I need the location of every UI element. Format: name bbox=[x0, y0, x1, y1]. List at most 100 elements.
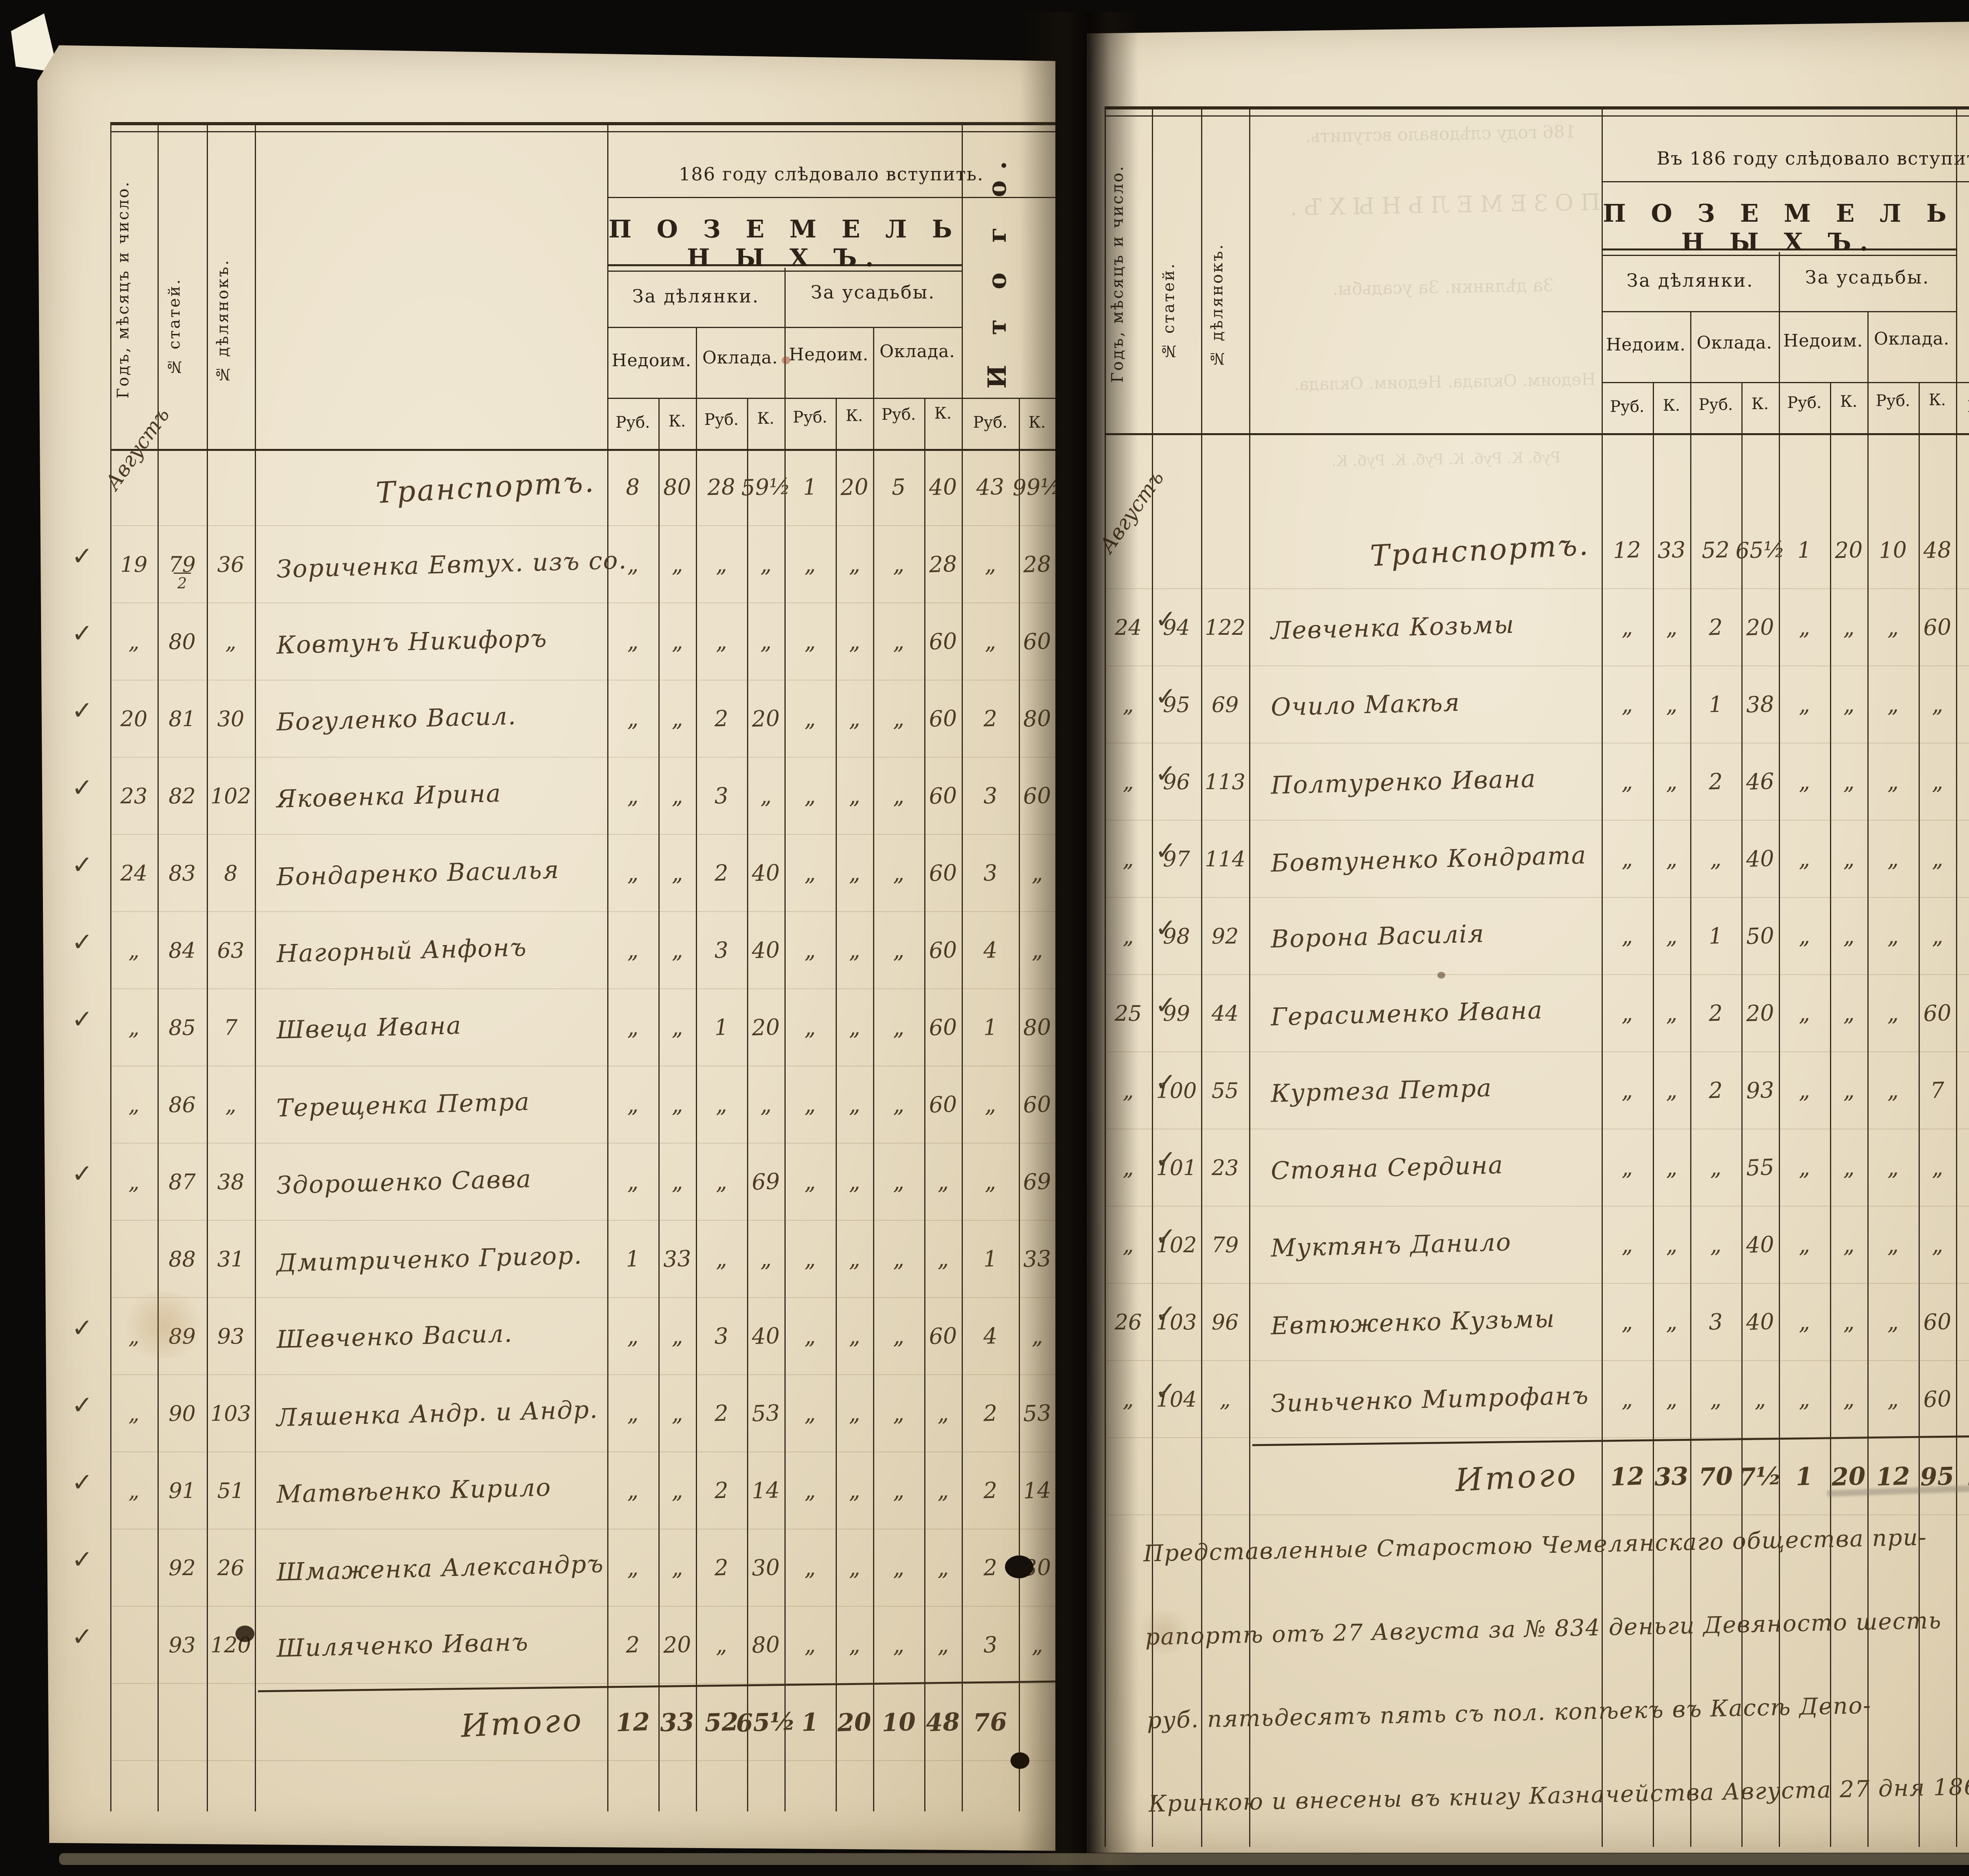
cell-plot: 55 bbox=[1201, 1052, 1249, 1129]
cell-value: 33 bbox=[1654, 1461, 1689, 1491]
cell-value: „ bbox=[1887, 1386, 1899, 1412]
cell-value: „ bbox=[984, 628, 997, 654]
table-row: ✓ „ 90 103 Ляшенка Андр. и Андр. „ „ 2 53… bbox=[72, 1375, 1055, 1452]
cell-value: 69 bbox=[751, 1168, 781, 1195]
cell-value: „ bbox=[1621, 1077, 1633, 1103]
cell-value: „ bbox=[1665, 1155, 1678, 1181]
day-value: 25 bbox=[1114, 1001, 1142, 1026]
transport-label: Транспортъ. bbox=[375, 465, 596, 510]
rule bbox=[1105, 115, 1969, 117]
cell-value: „ bbox=[892, 1092, 905, 1118]
rule bbox=[1653, 382, 1654, 1847]
day-value: 19 bbox=[120, 552, 148, 577]
cell-day: ✓ „ bbox=[72, 989, 158, 1066]
cell-value: „ bbox=[848, 628, 861, 654]
article-number: 88 bbox=[169, 1246, 196, 1272]
cell-value: 40 bbox=[1745, 1231, 1775, 1258]
cell-value: 80 bbox=[751, 1631, 781, 1658]
cell-value: 1 bbox=[714, 1014, 729, 1041]
rule bbox=[1830, 382, 1831, 1847]
taxpayer-name: Дмитриченко Григор. bbox=[276, 1240, 583, 1277]
rule bbox=[158, 122, 159, 1811]
cell-value: „ bbox=[1842, 846, 1855, 872]
day-value: 24 bbox=[120, 860, 148, 886]
cell-value: „ bbox=[892, 937, 905, 963]
cell-value: 40 bbox=[1745, 1309, 1775, 1335]
taxpayer-name: Полтуренко Ивана bbox=[1270, 764, 1537, 800]
cell-article: 88 bbox=[158, 1221, 207, 1298]
plot-number: 79 bbox=[1211, 1232, 1239, 1257]
taxpayer-name: Герасименко Ивана bbox=[1270, 995, 1543, 1031]
check-mark-icon: ✓ bbox=[72, 1468, 93, 1497]
taxpayer-name: Здорошенко Савва bbox=[276, 1164, 532, 1199]
header-title: П О З Е М Е Л Ь Н Ы Х Ъ. bbox=[608, 215, 960, 272]
cell-value: 10 bbox=[1878, 537, 1908, 564]
cell-value: 60 bbox=[1923, 1000, 1952, 1027]
cell-article: 98 bbox=[1152, 898, 1201, 975]
cell-value: „ bbox=[627, 1169, 639, 1195]
rule bbox=[1602, 248, 1956, 250]
cell-value: „ bbox=[1931, 691, 1944, 717]
cell-value: „ bbox=[671, 1169, 684, 1195]
cell-value: „ bbox=[804, 1246, 816, 1272]
cell-value: „ bbox=[671, 1555, 684, 1581]
cell-day: ✓ 24 bbox=[1105, 589, 1176, 666]
cell-value: „ bbox=[804, 1092, 816, 1118]
article-number: 86 bbox=[169, 1092, 196, 1117]
cell-value: 30 bbox=[1022, 1554, 1052, 1581]
cell-value: „ bbox=[1621, 1155, 1633, 1181]
cell-value: „ bbox=[804, 860, 816, 886]
cell-value: 2 bbox=[714, 705, 729, 732]
table-row: ✓ 93 120 Шиляченко Иванъ 2 20 „ 80 „ „ „… bbox=[72, 1607, 1055, 1684]
closing-note: Представленные Старостою Чемелянскаго об… bbox=[1142, 1493, 1969, 1846]
cell-article: 97 bbox=[1152, 821, 1201, 898]
taxpayer-name: Швеца Ивана bbox=[276, 1010, 462, 1044]
cell-value: „ bbox=[1709, 1386, 1722, 1412]
cell-value: „ bbox=[715, 551, 728, 577]
header-kop: К. bbox=[1663, 397, 1680, 415]
cell-value: 2 bbox=[714, 1554, 729, 1581]
table-row: ✓ „ 91 51 Матвѣенко Кирило „ „ 2 14 „ „ „… bbox=[72, 1452, 1055, 1529]
cell-value: 53 bbox=[1022, 1400, 1052, 1427]
table-body: Августъ Транспортъ. 8 80 28 59½ 1 20 5 4… bbox=[72, 404, 1055, 1761]
cell-value: „ bbox=[1621, 614, 1633, 640]
rule bbox=[1956, 106, 1957, 1847]
cell-value: 80 bbox=[662, 474, 692, 501]
cell-value: „ bbox=[1842, 1155, 1855, 1181]
cell-value: „ bbox=[1842, 923, 1855, 949]
rule bbox=[1105, 106, 1969, 109]
rule bbox=[658, 398, 660, 1811]
plot-number: 92 bbox=[1211, 923, 1239, 949]
cell-plot: 113 bbox=[1201, 743, 1249, 821]
header-rub: Руб. bbox=[793, 408, 827, 426]
cell-value: „ bbox=[1887, 1000, 1899, 1026]
cell-value: 20 bbox=[840, 474, 869, 501]
cell-value: 46 bbox=[1745, 768, 1775, 795]
cell-value: „ bbox=[1887, 769, 1899, 795]
cell-value: 2 bbox=[1708, 1077, 1723, 1104]
cell-value: 99½ bbox=[1012, 473, 1062, 501]
cell-value: „ bbox=[892, 1246, 905, 1272]
header-group-homestead: За усадьбы. bbox=[1805, 267, 1930, 288]
cell-name: Итого bbox=[255, 1684, 607, 1761]
header-rub: Руб. bbox=[1698, 396, 1733, 414]
cell-value: „ bbox=[1931, 923, 1944, 949]
cell-value: 60 bbox=[928, 860, 958, 886]
cell-article: 87 bbox=[158, 1144, 207, 1221]
cell-value: 1 bbox=[983, 1014, 998, 1041]
check-mark-icon: ✓ bbox=[1155, 1299, 1176, 1329]
cell-value: „ bbox=[1842, 614, 1855, 640]
column-header-date: Годъ, мѣсяцъ и число. bbox=[114, 180, 132, 399]
rule bbox=[1602, 106, 1603, 1847]
day-value: „ bbox=[128, 1092, 139, 1117]
cell-article: 104 bbox=[1152, 1361, 1201, 1438]
article-number: 87 bbox=[169, 1169, 196, 1194]
cell-value: „ bbox=[1665, 691, 1678, 717]
table-row: ✓ „ 89 93 Шевченко Васил. „ „ 3 40 „ „ „ … bbox=[72, 1298, 1055, 1375]
cell-value: „ bbox=[848, 1400, 861, 1426]
cell-value: „ bbox=[1887, 1309, 1899, 1335]
cell-value: „ bbox=[715, 1169, 728, 1195]
cell-value: 3 bbox=[714, 937, 729, 964]
transport-row: Августъ Транспортъ. 8 80 28 59½ 1 20 5 4… bbox=[101, 404, 1055, 526]
cell-value: „ bbox=[671, 937, 684, 963]
